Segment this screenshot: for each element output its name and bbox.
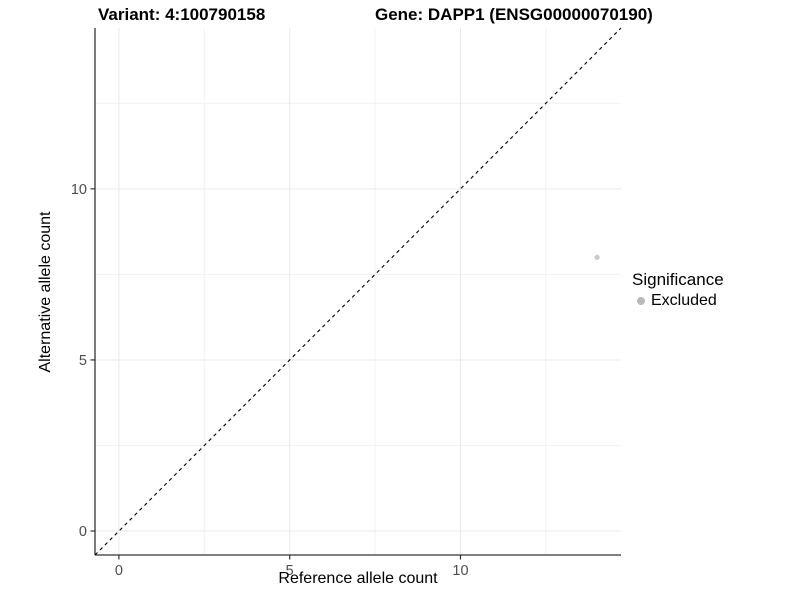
legend-key-dot xyxy=(637,297,645,305)
y-tick-label: 0 xyxy=(79,524,87,540)
legend-item-excluded: Excluded xyxy=(632,292,724,310)
plot-title-variant: Variant: 4:100790158 xyxy=(98,5,266,24)
legend: Significance Excluded xyxy=(632,270,724,310)
x-tick-label: 0 xyxy=(115,563,123,579)
legend-title: Significance xyxy=(632,270,724,289)
plot-title-gene: Gene: DAPP1 (ENSG00000070190) xyxy=(375,5,653,24)
y-tick-label: 10 xyxy=(71,182,87,198)
legend-item-label: Excluded xyxy=(651,292,717,309)
y-tick-label: 5 xyxy=(79,353,87,369)
x-axis-label: Reference allele count xyxy=(278,570,438,587)
x-tick-label: 10 xyxy=(452,563,468,579)
y-axis-label: Alternative allele count xyxy=(37,211,54,373)
x-tick-label: 5 xyxy=(286,563,294,579)
data-point xyxy=(594,254,600,260)
identity-dashed-line xyxy=(94,27,622,556)
